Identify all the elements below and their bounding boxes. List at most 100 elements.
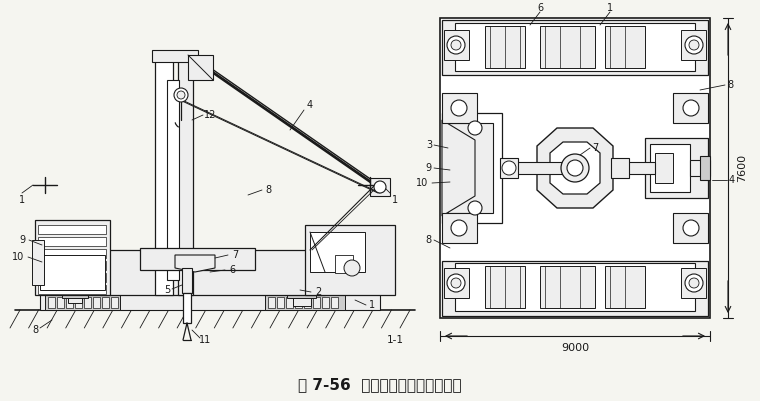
Bar	[48, 297, 55, 308]
Bar	[485, 26, 525, 68]
Text: 4: 4	[729, 175, 735, 185]
Circle shape	[561, 154, 589, 182]
Bar	[681, 268, 706, 298]
Bar	[442, 20, 708, 75]
Bar	[287, 288, 316, 298]
Bar	[100, 250, 325, 295]
Text: 1: 1	[607, 3, 613, 13]
Bar	[310, 232, 365, 272]
Circle shape	[451, 278, 461, 288]
Bar	[611, 158, 629, 178]
Circle shape	[468, 121, 482, 135]
Bar	[75, 297, 82, 308]
Bar	[62, 288, 88, 298]
Bar	[60, 270, 90, 290]
Circle shape	[447, 274, 465, 292]
Bar	[444, 268, 469, 298]
Bar	[38, 261, 106, 270]
Bar	[182, 268, 192, 293]
Bar	[502, 162, 572, 174]
Polygon shape	[550, 142, 600, 194]
Bar	[335, 255, 353, 273]
Text: 8: 8	[265, 185, 271, 195]
Circle shape	[177, 91, 185, 99]
Circle shape	[685, 274, 703, 292]
Bar	[152, 50, 198, 62]
Bar	[645, 138, 708, 198]
Bar	[285, 268, 320, 290]
Text: 9: 9	[426, 163, 432, 173]
Bar	[500, 158, 518, 178]
Bar	[277, 297, 284, 308]
Bar	[655, 153, 673, 183]
Bar	[93, 297, 100, 308]
Polygon shape	[175, 255, 215, 272]
Polygon shape	[442, 120, 475, 216]
Bar	[442, 213, 477, 243]
Circle shape	[685, 36, 703, 54]
Text: 1: 1	[392, 195, 398, 205]
Bar	[455, 23, 695, 71]
Text: 7600: 7600	[737, 154, 747, 182]
Circle shape	[174, 88, 188, 102]
Text: 1: 1	[19, 195, 25, 205]
Text: 2: 2	[315, 287, 321, 297]
Bar	[102, 297, 109, 308]
Bar	[183, 293, 191, 323]
Bar	[448, 123, 493, 213]
Circle shape	[451, 100, 467, 116]
Bar	[40, 285, 380, 310]
Text: 1: 1	[369, 300, 375, 310]
Bar	[268, 297, 275, 308]
Text: 8: 8	[32, 325, 38, 335]
Text: 5: 5	[164, 285, 170, 295]
Bar	[613, 162, 655, 174]
Bar	[485, 266, 525, 308]
Text: 8: 8	[426, 235, 432, 245]
Bar	[32, 240, 44, 285]
Bar	[66, 297, 73, 308]
Circle shape	[451, 40, 461, 50]
Text: 11: 11	[199, 335, 211, 345]
Bar	[673, 213, 708, 243]
Text: 图 7-56  全液压式静力压桩机压桩: 图 7-56 全液压式静力压桩机压桩	[298, 377, 462, 393]
Bar	[455, 263, 695, 311]
Text: 8: 8	[727, 80, 733, 90]
Bar	[681, 30, 706, 60]
Bar	[605, 26, 645, 68]
Bar	[295, 282, 307, 290]
Bar	[540, 26, 595, 68]
Bar	[178, 55, 193, 295]
Bar	[84, 297, 91, 308]
Circle shape	[447, 36, 465, 54]
Bar	[700, 156, 710, 180]
Bar	[305, 225, 395, 295]
Circle shape	[502, 161, 516, 175]
Bar	[295, 297, 302, 308]
Circle shape	[689, 40, 699, 50]
Bar	[38, 237, 106, 246]
Text: 3: 3	[426, 140, 432, 150]
Bar	[68, 278, 82, 303]
Bar	[313, 297, 320, 308]
Bar	[35, 220, 110, 295]
Bar	[293, 278, 311, 306]
Bar	[155, 55, 173, 295]
Text: 6: 6	[537, 3, 543, 13]
Bar	[650, 144, 690, 192]
Text: 10: 10	[416, 178, 428, 188]
Circle shape	[567, 160, 583, 176]
Bar	[370, 178, 390, 196]
Bar	[57, 297, 64, 308]
Bar	[38, 249, 106, 258]
Text: 10: 10	[12, 252, 24, 262]
Bar	[111, 297, 118, 308]
Bar	[440, 18, 710, 318]
Text: 1-1: 1-1	[387, 335, 404, 345]
Circle shape	[374, 181, 386, 193]
Bar	[442, 113, 502, 223]
Bar	[442, 261, 708, 316]
Text: 4: 4	[307, 100, 313, 110]
Bar	[188, 55, 213, 80]
Bar	[442, 93, 477, 123]
